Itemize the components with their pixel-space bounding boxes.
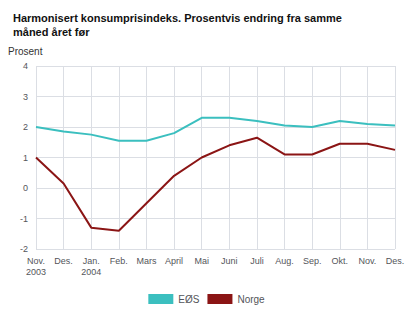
svg-text:2003: 2003 [26,267,46,277]
svg-text:-1: -1 [20,214,28,224]
svg-text:Jan.: Jan. [83,256,100,266]
svg-text:Mars: Mars [136,256,156,266]
svg-text:Nov.: Nov. [27,256,45,266]
svg-text:måned året før: måned året før [13,26,90,38]
svg-text:Aug.: Aug. [275,256,294,266]
svg-text:Harmonisert konsumprisindeks.: Harmonisert konsumprisindeks. Prosentvis… [13,12,342,24]
svg-text:2004: 2004 [81,267,101,277]
svg-text:Norge: Norge [237,294,265,305]
svg-text:Feb.: Feb. [110,256,128,266]
svg-text:-2: -2 [20,244,28,254]
svg-text:Prosent: Prosent [8,46,43,57]
svg-text:Sep.: Sep. [303,256,322,266]
svg-text:2: 2 [23,122,28,132]
svg-text:Juni: Juni [221,256,238,266]
svg-text:0: 0 [23,183,28,193]
svg-text:EØS: EØS [178,294,199,305]
svg-text:Nov.: Nov. [358,256,376,266]
svg-text:3: 3 [23,92,28,102]
svg-text:4: 4 [23,61,28,71]
svg-text:Des.: Des. [54,256,73,266]
svg-text:April: April [165,256,183,266]
svg-text:1: 1 [23,153,28,163]
svg-text:Okt.: Okt. [332,256,349,266]
svg-text:Juli: Juli [250,256,264,266]
svg-text:Mai: Mai [194,256,209,266]
svg-text:Des.: Des. [386,256,405,266]
